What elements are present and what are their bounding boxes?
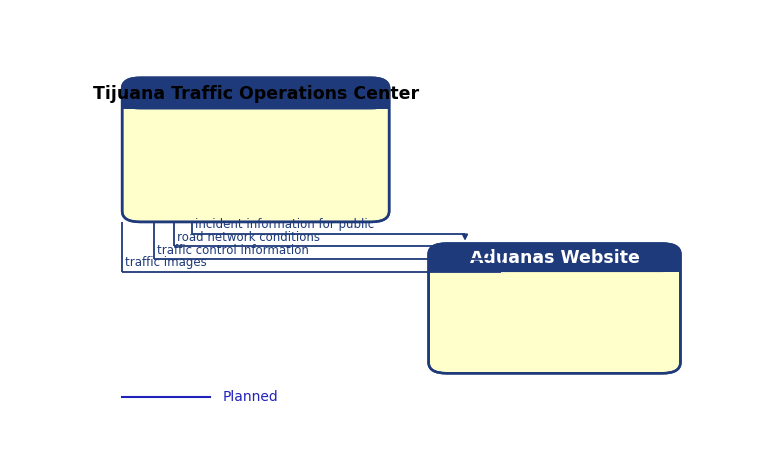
FancyBboxPatch shape xyxy=(428,243,680,373)
Text: Planned: Planned xyxy=(222,390,278,404)
Text: road network conditions: road network conditions xyxy=(177,231,319,244)
Text: Aduanas Website: Aduanas Website xyxy=(470,249,640,267)
Text: traffic images: traffic images xyxy=(125,256,207,269)
Text: Tijuana Traffic Operations Center: Tijuana Traffic Operations Center xyxy=(92,85,419,102)
Bar xyxy=(122,94,389,110)
Text: incident information for public: incident information for public xyxy=(195,218,374,231)
Text: traffic control information: traffic control information xyxy=(157,243,309,256)
FancyBboxPatch shape xyxy=(122,78,389,222)
Bar xyxy=(428,258,680,272)
FancyBboxPatch shape xyxy=(122,78,389,110)
FancyBboxPatch shape xyxy=(428,243,680,272)
